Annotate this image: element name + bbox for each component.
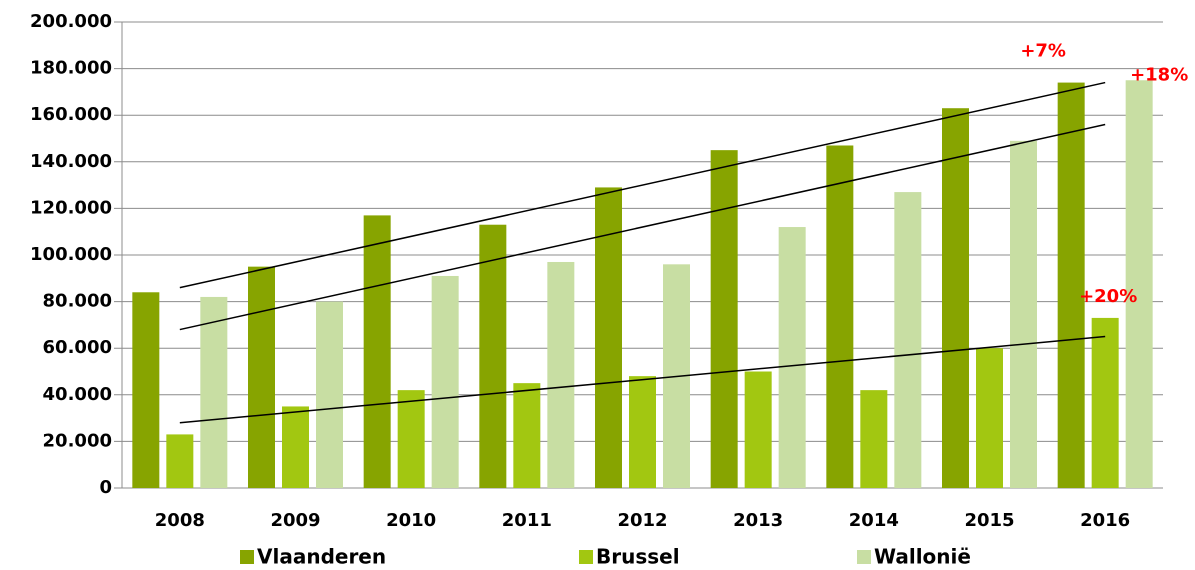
x-tick-label: 2008 <box>155 510 205 531</box>
y-tick-label: 160.000 <box>30 104 112 125</box>
x-tick-label: 2010 <box>386 510 436 531</box>
bar <box>744 371 772 488</box>
y-tick-label: 120.000 <box>30 197 112 218</box>
bar <box>595 187 622 488</box>
bar <box>248 266 275 488</box>
annotation: +7% <box>1020 41 1066 62</box>
legend-swatch <box>240 550 254 564</box>
annotation: +18% <box>1130 64 1188 85</box>
y-tick-label: 60.000 <box>43 337 112 358</box>
legend-label: Vlaanderen <box>257 545 386 569</box>
bar <box>894 192 922 488</box>
bar <box>1057 82 1085 488</box>
trendline <box>179 81 1106 289</box>
bar <box>479 224 507 488</box>
bar <box>513 383 541 488</box>
y-tick-label: 80.000 <box>43 291 112 312</box>
bar <box>1125 80 1153 488</box>
x-tick-label: 2012 <box>617 510 667 531</box>
x-tick-label: 2009 <box>270 510 320 531</box>
bar <box>363 215 391 488</box>
legend-label: Brussel <box>596 545 680 569</box>
bar <box>710 150 738 488</box>
y-tick-label: 180.000 <box>30 58 112 79</box>
y-tick-label: 20.000 <box>43 430 112 451</box>
x-tick-label: 2014 <box>849 510 899 531</box>
y-tick-label: 140.000 <box>30 151 112 172</box>
bar <box>942 108 969 489</box>
x-tick-label: 2013 <box>733 510 783 531</box>
y-tick-label: 100.000 <box>30 244 112 265</box>
x-tick-label: 2011 <box>502 510 552 531</box>
trendline <box>179 335 1106 424</box>
bar <box>976 348 1003 488</box>
legend-swatch <box>579 550 593 564</box>
bar <box>629 376 656 488</box>
legend-swatch <box>857 550 871 564</box>
y-tick-label: 40.000 <box>43 384 112 405</box>
bar <box>778 227 806 489</box>
bar <box>397 390 425 488</box>
x-tick-label: 2015 <box>964 510 1014 531</box>
bar <box>166 434 194 488</box>
y-tick-label: 200.000 <box>30 11 112 32</box>
bar <box>547 261 575 488</box>
x-tick-label: 2016 <box>1080 510 1130 531</box>
bar <box>431 275 459 488</box>
bar <box>860 390 888 488</box>
annotation: +20% <box>1079 286 1137 307</box>
bar <box>316 301 343 488</box>
bar <box>1010 140 1037 488</box>
bar <box>282 406 309 488</box>
trendline <box>179 123 1106 331</box>
legend-label: Wallonië <box>874 545 971 569</box>
bar <box>200 296 228 488</box>
y-tick-label: 0 <box>99 477 112 498</box>
bar <box>1091 317 1119 488</box>
bar <box>132 292 160 488</box>
bar <box>826 145 854 489</box>
